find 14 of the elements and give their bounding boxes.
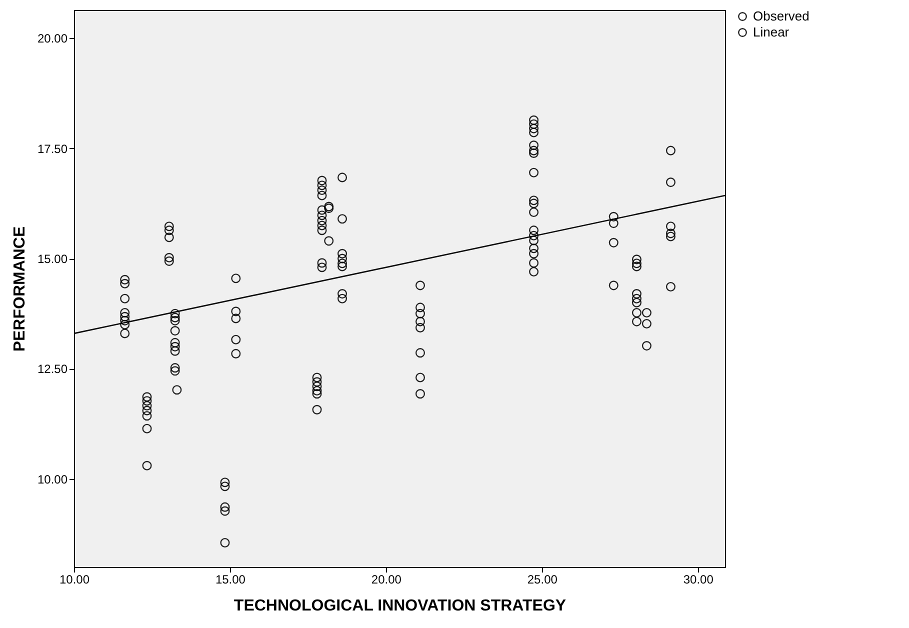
legend-label: Observed	[753, 8, 810, 24]
x-axis-title: TECHNOLOGICAL INNOVATION STRATEGY	[234, 598, 566, 614]
x-tick-label: 30.00	[683, 572, 714, 586]
x-tick-label: 25.00	[527, 572, 558, 586]
y-tick-label: 17.50	[37, 142, 68, 156]
x-tick-label: 20.00	[371, 572, 402, 586]
y-tick-label: 12.50	[37, 362, 68, 376]
x-tick-label: 15.00	[215, 572, 246, 586]
y-tick-label: 10.00	[37, 472, 68, 486]
y-tick-label: 15.00	[37, 252, 68, 266]
y-tick-label: 20.00	[37, 32, 68, 46]
x-tick-label: 10.00	[59, 572, 90, 586]
legend-label: Linear	[753, 24, 790, 40]
y-axis-title: PERFORMANCE	[11, 226, 28, 352]
